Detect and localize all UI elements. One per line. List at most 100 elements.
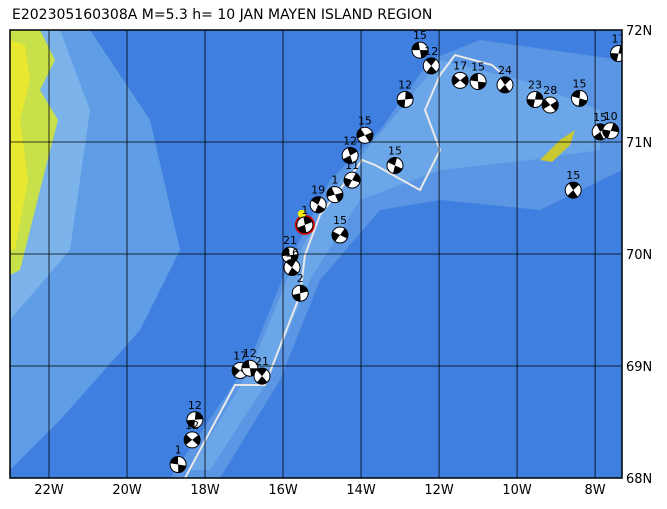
focal-mechanism: 12 [183,419,201,449]
compression-quadrant [297,216,313,233]
focal-mechanism: 16 [283,246,301,276]
depth-label: 1 [331,174,338,187]
depth-label: 15 [333,214,347,227]
x-tick-label: 12W [424,483,454,498]
frame [9,29,623,479]
depth-label: 12 [343,134,357,147]
focal-mechanism: 21 [253,355,271,385]
focal-mechanism: 12 [341,134,359,164]
y-tick-label: 69N [626,360,652,375]
depth-label: 1 [175,444,182,457]
focal-mechanism: 28 [541,84,559,114]
compression-quadrant [311,196,325,213]
compression-quadrant [499,76,511,93]
compression-quadrant [542,98,559,112]
depth-label: 12 [185,419,199,432]
depth-label: 16 [285,246,299,259]
focal-mechanism: 15 [331,214,349,244]
compression-quadrant [470,73,486,90]
depth-label: 1 [301,204,308,217]
depth-label: 17 [611,33,625,46]
x-tick-label: 22W [34,483,64,498]
focal-mechanism: 24 [496,64,514,94]
compression-quadrant [452,75,469,86]
focal-mechanism: 12 [186,399,204,429]
depth-label: 23 [528,78,542,91]
focal-mechanism: 11 [343,159,361,189]
focal-mechanism: 12 [396,78,414,108]
depth-label: 12 [424,45,438,58]
depth-label: 15 [358,114,372,127]
focal-mechanism: 15 [469,61,487,91]
x-tick-label: 16W [268,483,298,498]
depth-label: 15 [566,169,580,182]
x-tick-label: 8W [585,483,606,498]
compression-quadrant [387,157,403,174]
compression-quadrant [282,247,299,263]
compression-quadrant [186,411,203,428]
focal-mechanism: 23 [526,78,544,108]
depth-label: 11 [345,159,359,172]
depth-label: 24 [498,64,512,77]
depth-label: 12 [243,347,257,360]
focal-mechanism: 1 [294,204,315,235]
x-tick-label: 20W [112,483,142,498]
ticks: 22W 20W 18W 16W 14W 12W 10W 8W 72N 71N 70N 69N 68N [34,24,652,498]
compression-quadrant [170,456,187,473]
focal-mechanism: 15 [356,114,374,144]
focal-mechanism: 15 [411,29,429,59]
map-title: E202305160308A M=5.3 h= 10 JAN MAYEN ISL… [12,7,432,23]
focal-mechanism: 15 [564,169,582,199]
compression-quadrant [344,173,361,188]
depth-label: 15 [388,145,402,158]
depth-label: 12 [398,78,412,91]
focal-mechanism: 10 [602,110,620,140]
depth-label: 15 [471,61,485,74]
focal-mechanism: 2 [291,272,309,302]
compression-quadrant [411,42,428,59]
compression-quadrant [602,123,619,139]
depth-label: 19 [311,184,325,197]
compression-quadrant [567,182,580,199]
compression-quadrant [331,228,348,242]
compression-quadrant [285,259,299,276]
depth-label: 10 [604,110,618,123]
compression-quadrant [610,45,622,62]
depth-label: 12 [188,399,202,412]
compression-quadrant [256,368,268,385]
focal-mechanism: 17 [451,59,469,89]
compression-quadrant [425,57,437,74]
depth-label: 2 [297,272,304,285]
focal-mechanism: 19 [309,184,327,214]
focal-mechanism: 15 [570,77,588,107]
focal-mechanism: 15 [386,145,404,175]
y-tick-label: 70N [626,248,652,263]
x-tick-label: 14W [346,483,376,498]
epicenter-dot [297,209,306,218]
y-tick-label: 68N [626,472,652,487]
x-tick-label: 18W [190,483,220,498]
focal-mechanism: 1 [169,444,187,474]
compression-quadrant [326,187,343,202]
depth-label: 15 [413,29,427,42]
focal-mechanism: 17 [609,33,625,63]
beachball [422,57,440,75]
depth-label: 17 [453,59,467,72]
depth-label: 21 [255,355,269,368]
compression-quadrant [292,285,309,302]
compression-quadrant [241,360,258,377]
focal-mechanism: 1 [326,174,344,204]
compression-quadrant [184,434,201,446]
compression-quadrant [397,91,414,108]
depth-label: 28 [543,84,557,97]
x-tick-label: 10W [502,483,532,498]
depth-label: 15 [572,77,586,90]
compression-quadrant [356,128,373,143]
depth-label: 15 [593,111,607,124]
depth-label: 21 [283,234,297,247]
focal-mechanism: 12 [422,45,440,75]
depth-label: 17 [233,349,247,362]
